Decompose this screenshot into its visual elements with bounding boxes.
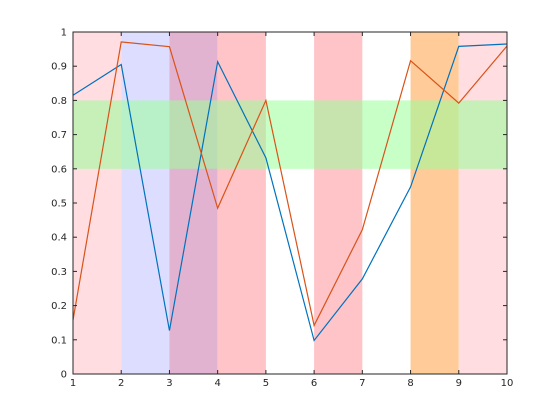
series-line-2 <box>72 41 508 328</box>
y-tick-label: 0.7 <box>51 130 67 141</box>
x-tick-label: 3 <box>166 378 172 389</box>
y-tick-label: 0.6 <box>51 164 67 175</box>
vertical-band <box>217 32 266 374</box>
vertical-band <box>169 32 218 374</box>
y-tick-label: 0.5 <box>51 199 67 210</box>
y-tick-label: 1 <box>61 28 67 39</box>
y-tick-label: 0.3 <box>51 267 67 278</box>
x-tick-label: 2 <box>118 378 124 389</box>
x-tick-label: 10 <box>501 378 514 389</box>
highlight-bands <box>73 32 507 374</box>
vertical-band <box>314 32 363 374</box>
y-tick-label: 0.1 <box>51 335 67 346</box>
vertical-band <box>458 32 507 374</box>
y-tick-label: 0.2 <box>51 301 67 312</box>
y-tick-label: 0.8 <box>51 96 67 107</box>
x-tick-label: 6 <box>311 378 317 389</box>
x-tick-label: 5 <box>263 378 269 389</box>
x-tick-label: 9 <box>456 378 462 389</box>
x-tick-label: 8 <box>407 378 413 389</box>
x-tick-label: 1 <box>70 378 76 389</box>
axis-ticks <box>72 31 508 375</box>
vertical-band <box>121 32 170 374</box>
series-line-1 <box>72 43 508 342</box>
y-tick-label: 0.9 <box>51 62 67 73</box>
x-tick-label: 7 <box>359 378 365 389</box>
y-tick-label: 0.4 <box>51 233 67 244</box>
series-lines <box>72 41 508 342</box>
horizontal-highlight-bands <box>73 100 507 169</box>
x-tick-label: 4 <box>214 378 220 389</box>
x-axis-tick-labels: 1 2 3 4 5 6 7 8 9 10 <box>70 378 514 389</box>
vertical-band <box>410 32 459 374</box>
y-axis-tick-labels: 0 0.1 0.2 0.3 0.4 0.5 0.6 0.7 0.8 0.9 1 <box>51 28 67 381</box>
y-tick-label: 0 <box>61 370 67 381</box>
horizontal-band <box>73 100 507 169</box>
